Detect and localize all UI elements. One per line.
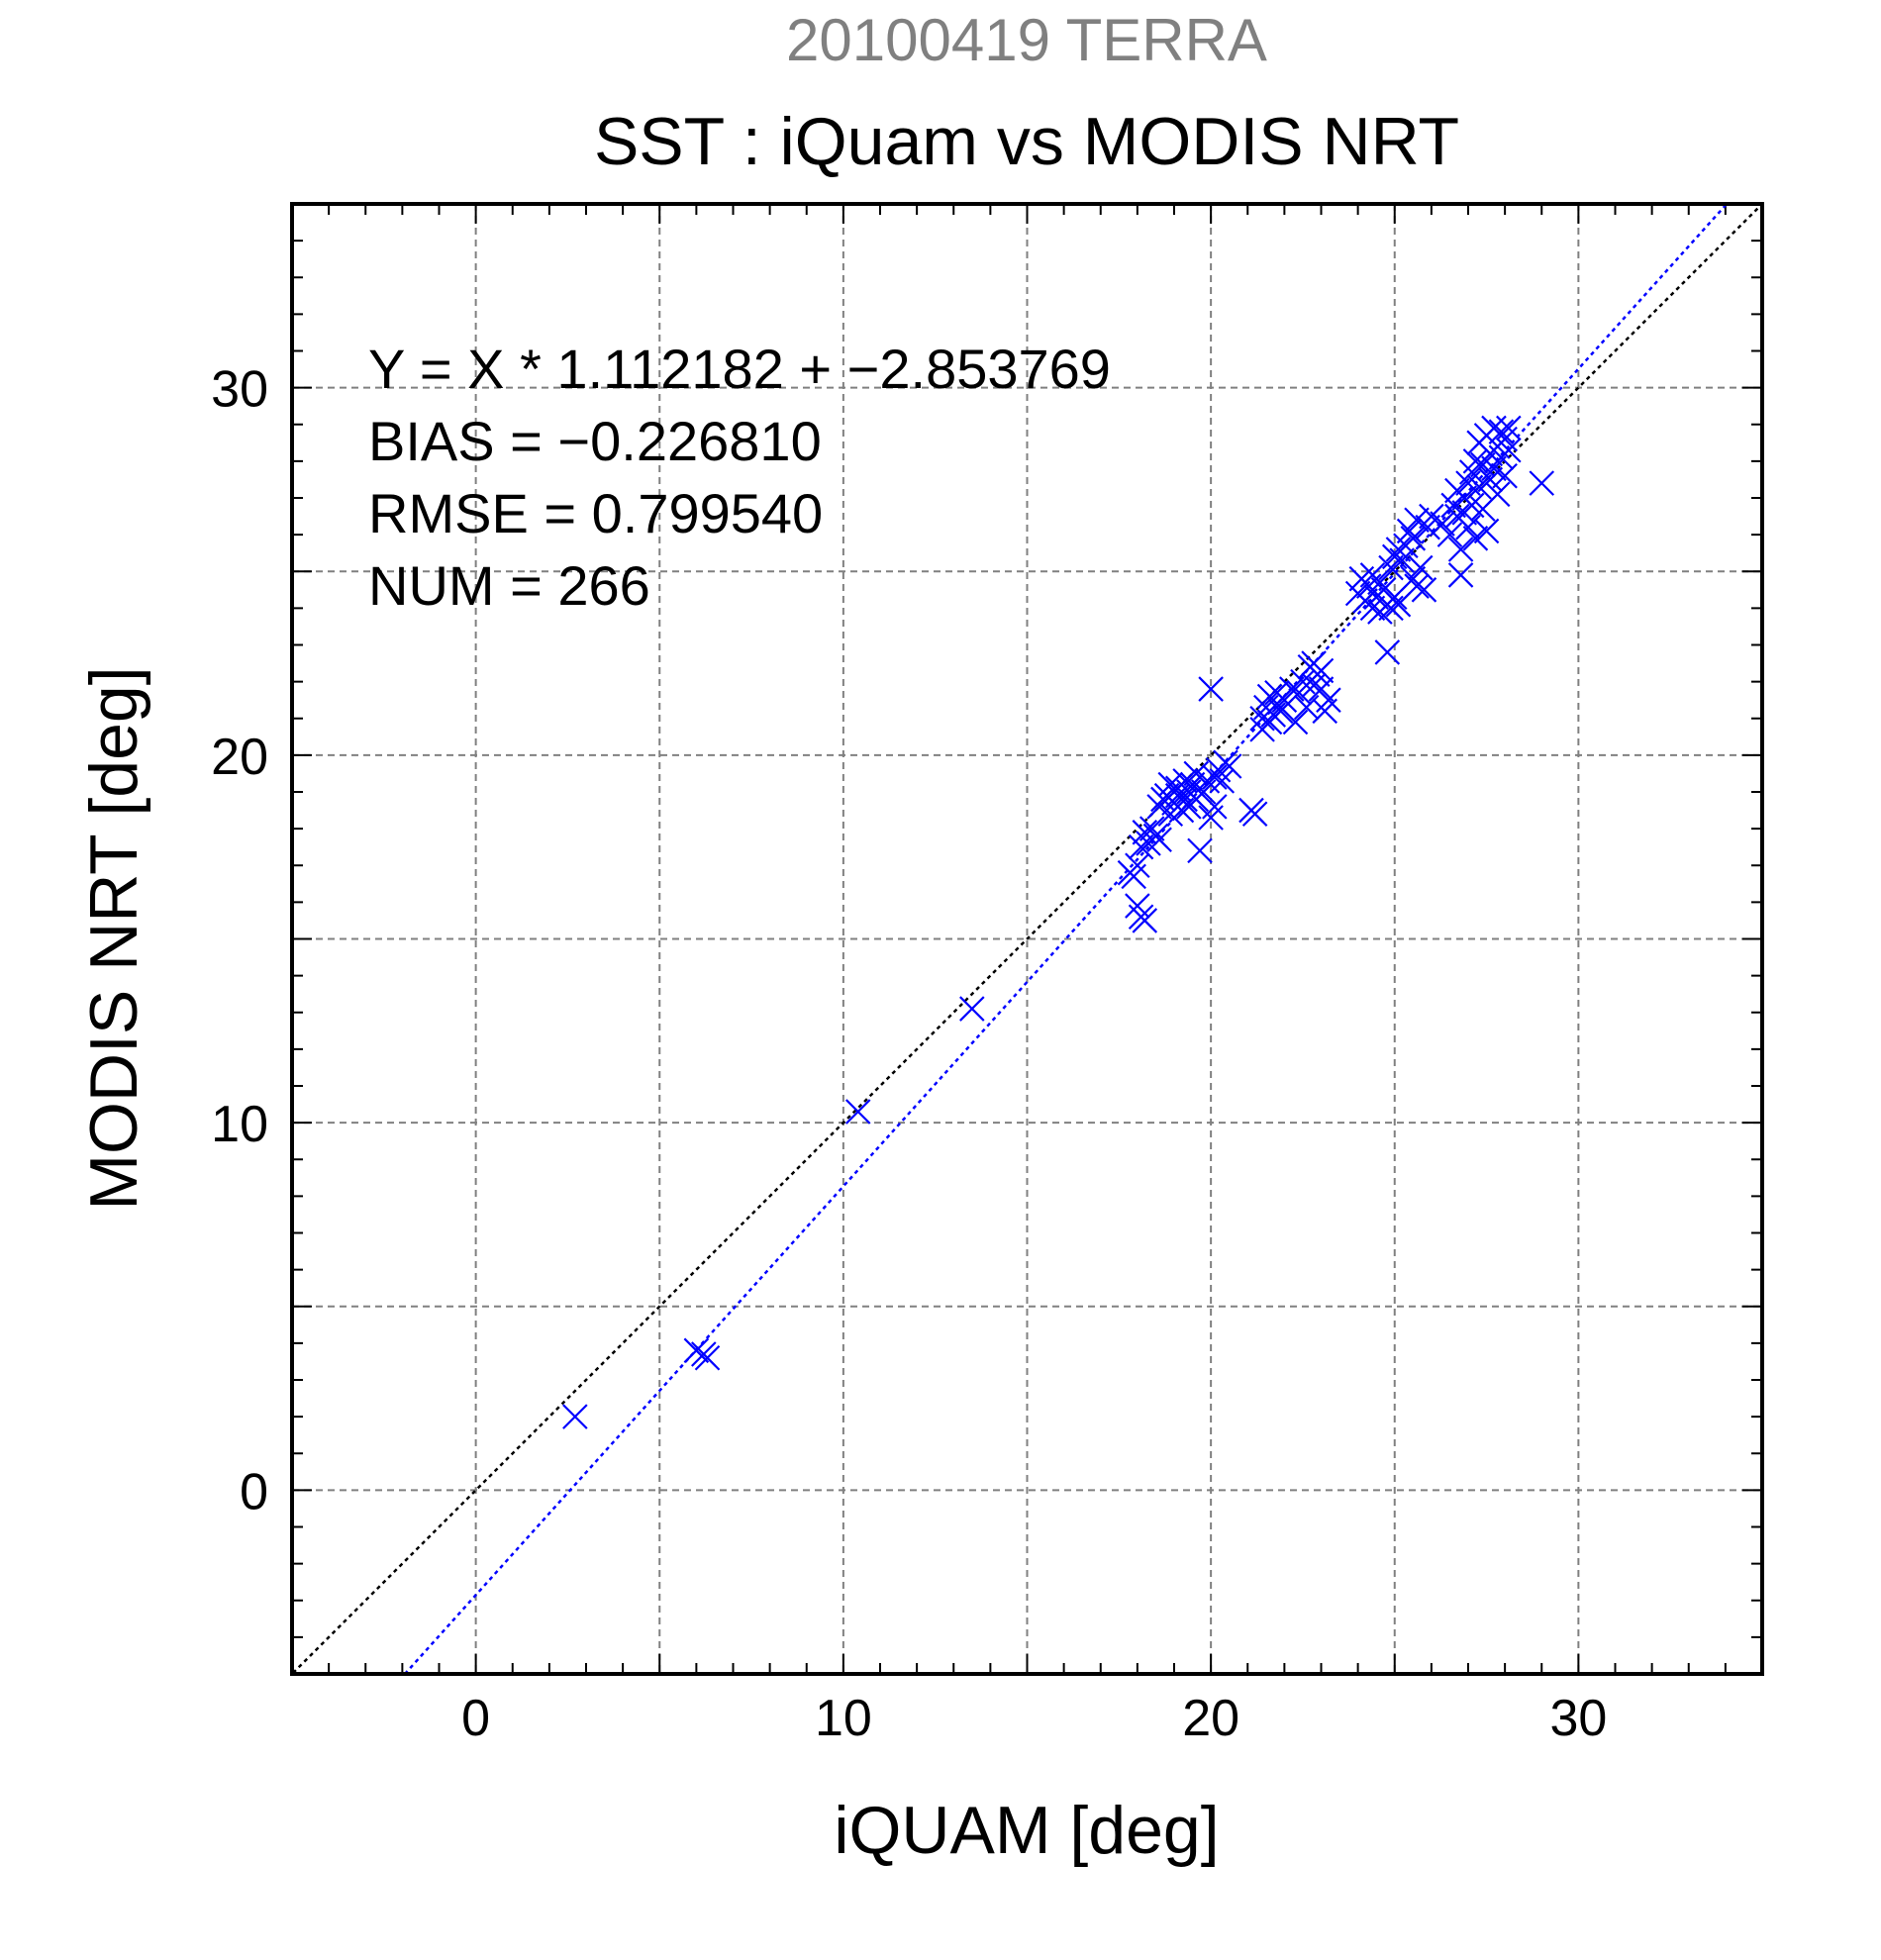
data-point (1187, 837, 1213, 864)
data-point (844, 1099, 871, 1125)
data-point (1216, 753, 1242, 779)
data-point (1436, 522, 1463, 547)
x-tick-label: 20 (1182, 1690, 1239, 1747)
reference-lines (292, 204, 1762, 1674)
date-title: 20100419 TERRA (786, 7, 1267, 73)
y-axis-label: MODIS NRT [deg] (76, 666, 151, 1210)
data-point (1128, 833, 1154, 860)
data-point (1404, 573, 1430, 599)
data-point (1462, 526, 1489, 551)
data-point (1496, 415, 1522, 441)
data-point (1447, 537, 1474, 562)
data-point (1121, 863, 1146, 890)
data-point (1400, 526, 1427, 551)
data-point (1146, 827, 1172, 853)
data-point (1316, 687, 1341, 713)
data-point (1202, 794, 1228, 820)
data-point (1241, 801, 1268, 828)
x-tick-label: 10 (815, 1690, 872, 1747)
y-tick-label: 30 (211, 361, 268, 419)
data-point (1473, 518, 1500, 544)
y-tick-label: 0 (240, 1463, 268, 1520)
x-tick-labels: 0 10 20 30 (461, 1690, 1607, 1747)
stats-line: RMSE = 0.799540 (368, 482, 823, 544)
identity-line (292, 204, 1762, 1674)
data-point (1484, 481, 1511, 508)
data-point (1389, 547, 1415, 573)
data-point (1404, 507, 1430, 534)
data-point (1132, 908, 1158, 933)
data-point (1488, 419, 1515, 444)
data-point (1466, 474, 1492, 500)
data-point (1282, 709, 1309, 735)
plot-frame (290, 202, 1764, 1676)
data-point (1138, 816, 1165, 841)
scatter-points (562, 415, 1555, 1429)
x-tick-label: 30 (1549, 1690, 1607, 1747)
grid-lines (292, 204, 1762, 1674)
data-point (694, 1344, 721, 1371)
data-point (1308, 676, 1335, 702)
data-point (1198, 676, 1224, 702)
x-tick-label: 0 (461, 1690, 490, 1747)
stats-line: Y = X * 1.112182 + −2.853769 (368, 338, 1111, 400)
data-point (1172, 786, 1198, 813)
data-point (1407, 554, 1434, 581)
data-point (1447, 562, 1474, 588)
data-point (1279, 676, 1305, 702)
x-axis-label: iQUAM [deg] (834, 1793, 1219, 1868)
stats-line: BIAS = −0.226810 (368, 410, 822, 472)
y-tick-label: 20 (211, 729, 268, 786)
stats-line: NUM = 266 (368, 554, 650, 617)
y-tick-labels: 0 10 20 30 (211, 361, 268, 1521)
data-point (1308, 657, 1335, 684)
data-point (683, 1337, 710, 1364)
data-point (1529, 470, 1555, 496)
data-point (1455, 514, 1481, 540)
y-tick-label: 10 (211, 1096, 268, 1153)
regression-line (403, 204, 1729, 1674)
data-point (1411, 577, 1437, 603)
data-point (1496, 437, 1522, 463)
data-point (1492, 462, 1518, 489)
data-point (1481, 455, 1507, 482)
data-point (1374, 639, 1401, 665)
data-point (562, 1404, 588, 1429)
stats-box: Y = X * 1.112182 + −2.853769 BIAS = −0.22… (368, 338, 1111, 617)
data-point (959, 996, 985, 1022)
data-point (1430, 511, 1455, 537)
data-point (1202, 764, 1228, 790)
chart-title: SST : iQuam vs MODIS NRT (594, 104, 1459, 179)
